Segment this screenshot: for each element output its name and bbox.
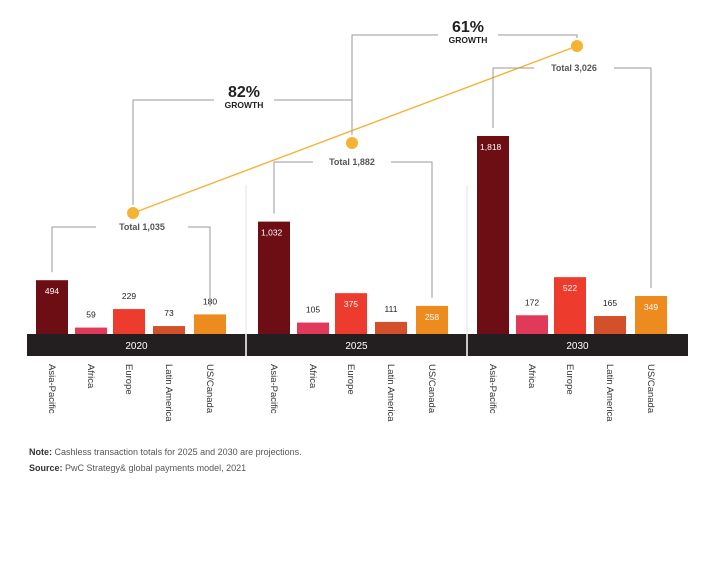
bar-2030-asia-pacific bbox=[477, 136, 509, 334]
total-label: Total 1,035 bbox=[119, 222, 165, 232]
bar-2030-latin-america bbox=[594, 316, 626, 334]
total-bracket-left bbox=[492, 67, 534, 128]
total-bracket-left bbox=[273, 161, 313, 214]
bar-2030-africa bbox=[516, 315, 548, 334]
chart-source: Source: PwC Strategy& global payments mo… bbox=[29, 463, 247, 473]
value-label: 111 bbox=[385, 304, 398, 314]
bar-2030-europe bbox=[554, 277, 586, 334]
growth-label: GROWTH bbox=[449, 35, 488, 45]
bar-2020-europe bbox=[113, 309, 145, 334]
total-dot-2020 bbox=[127, 207, 139, 219]
total-trend-line bbox=[132, 45, 578, 214]
cashless-transactions-chart: 2020 494 Asia-Pacific 59 Africa 229 Europe 73 La… bbox=[27, 19, 688, 422]
total-label: Total 1,882 bbox=[329, 157, 375, 167]
chart-note: Note: Cashless transaction totals for 20… bbox=[29, 447, 302, 457]
category-label-us-canada: US/Canada bbox=[426, 364, 437, 414]
bar-2025-latin-america bbox=[375, 321, 407, 334]
bar-2020-asia-pacific bbox=[36, 280, 68, 334]
category-label-asia-pacific: Asia-Pacific bbox=[268, 364, 279, 414]
category-label-latin-america: Latin America bbox=[385, 364, 396, 422]
bar-2030-us-canada bbox=[635, 295, 667, 334]
category-label-us-canada: US/Canada bbox=[204, 364, 215, 414]
bar-2020-us-canada bbox=[194, 314, 226, 334]
group-label-2030: 2030 bbox=[566, 341, 589, 352]
growth-bracket-right bbox=[274, 99, 353, 135]
value-label: 1,818 bbox=[480, 142, 502, 152]
bar-2025-asia-pacific bbox=[258, 221, 290, 334]
total-bracket-right bbox=[614, 67, 652, 288]
value-label: 494 bbox=[45, 286, 59, 296]
value-label: 349 bbox=[644, 302, 658, 312]
total-bracket-right bbox=[391, 161, 433, 298]
category-label-asia-pacific: Asia-Pacific bbox=[487, 364, 498, 414]
bar-2020-africa bbox=[75, 327, 107, 334]
growth-bracket-left bbox=[132, 99, 214, 205]
group-label-2025: 2025 bbox=[345, 341, 368, 352]
category-label-asia-pacific: Asia-Pacific bbox=[46, 364, 57, 414]
value-label: 105 bbox=[306, 305, 320, 315]
axis-band bbox=[27, 334, 688, 356]
value-label: 59 bbox=[86, 310, 96, 320]
value-label: 165 bbox=[603, 298, 617, 308]
category-label-latin-america: Latin America bbox=[163, 364, 174, 422]
value-label: 375 bbox=[344, 299, 358, 309]
growth-bracket-left bbox=[351, 34, 438, 135]
value-label: 229 bbox=[122, 291, 136, 301]
value-label: 258 bbox=[425, 312, 439, 322]
category-label-us-canada: US/Canada bbox=[645, 364, 656, 414]
total-dot-2030 bbox=[571, 40, 583, 52]
category-label-latin-america: Latin America bbox=[604, 364, 615, 422]
total-label: Total 3,026 bbox=[551, 63, 597, 73]
value-label: 73 bbox=[164, 308, 174, 318]
group-label-2020: 2020 bbox=[125, 341, 148, 352]
growth-bracket-right bbox=[498, 34, 578, 38]
category-label-africa: Africa bbox=[85, 364, 96, 389]
category-label-europe: Europe bbox=[123, 364, 134, 395]
growth-label: GROWTH bbox=[225, 100, 264, 110]
category-label-africa: Africa bbox=[307, 364, 318, 389]
category-label-africa: Africa bbox=[526, 364, 537, 389]
category-label-europe: Europe bbox=[345, 364, 356, 395]
category-label-europe: Europe bbox=[564, 364, 575, 395]
total-bracket-left bbox=[51, 226, 96, 273]
growth-percent: 82% bbox=[228, 84, 260, 101]
bar-2020-latin-america bbox=[153, 326, 185, 334]
bar-2025-europe bbox=[335, 293, 367, 334]
value-label: 522 bbox=[563, 283, 577, 293]
total-dot-2025 bbox=[346, 137, 358, 149]
value-label: 1,032 bbox=[261, 228, 283, 238]
total-bracket-right bbox=[188, 226, 211, 307]
growth-percent: 61% bbox=[452, 19, 484, 36]
value-label: 172 bbox=[525, 297, 539, 307]
bar-2025-africa bbox=[297, 322, 329, 334]
bar-2025-us-canada bbox=[416, 305, 448, 334]
